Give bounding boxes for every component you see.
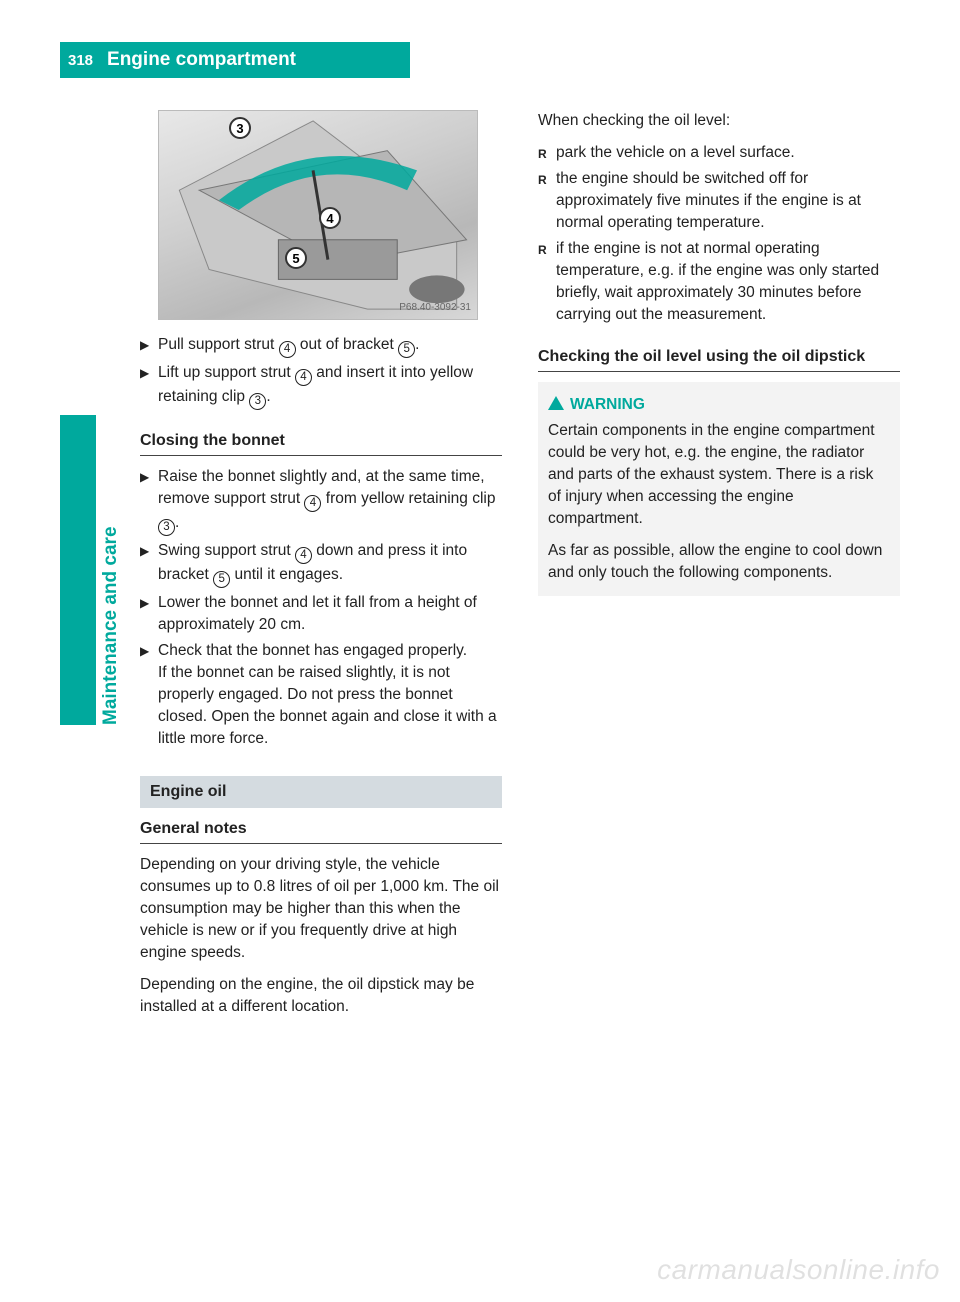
step-arrow-icon: ▶ <box>140 540 158 588</box>
text: until it engages. <box>230 566 343 583</box>
figure-callout-5: 5 <box>285 247 307 269</box>
warning-block: WARNING Certain components in the engine… <box>538 382 900 596</box>
bullet-text: the engine should be switched off for ap… <box>556 168 900 234</box>
ref-circle: 5 <box>398 341 415 358</box>
step-arrow-icon: ▶ <box>140 334 158 358</box>
step-text: Lower the bonnet and let it fall from a … <box>158 592 502 636</box>
bullet-item: R the engine should be switched off for … <box>538 168 900 234</box>
figure-callout-4: 4 <box>319 207 341 229</box>
warning-label: WARNING <box>570 396 645 413</box>
instruction-step: ▶ Swing support strut 4 down and press i… <box>140 540 502 588</box>
warning-paragraph: Certain components in the engine compart… <box>548 420 890 530</box>
step-arrow-icon: ▶ <box>140 592 158 636</box>
text: Pull support strut <box>158 336 279 353</box>
header-title: Engine compartment <box>107 49 296 71</box>
figure-callout-3: 3 <box>229 117 251 139</box>
heading-rule <box>140 843 502 844</box>
step-arrow-icon: ▶ <box>140 466 158 536</box>
text: Lift up support strut <box>158 364 295 381</box>
bullet-item: R if the engine is not at normal operati… <box>538 238 900 326</box>
bullet-dot-icon: R <box>538 168 556 234</box>
figure-reference: P68.40-3092-31 <box>399 301 471 315</box>
ref-circle: 4 <box>295 547 312 564</box>
engine-oil-heading: Engine oil <box>140 776 502 809</box>
step-text: Check that the bonnet has engaged proper… <box>158 640 502 750</box>
ref-circle: 5 <box>213 571 230 588</box>
instruction-step: ▶ Pull support strut 4 out of bracket 5. <box>140 334 502 358</box>
text: from yellow retaining clip <box>321 490 495 507</box>
instruction-step: ▶ Lower the bonnet and let it fall from … <box>140 592 502 636</box>
text: . <box>175 514 179 531</box>
closing-bonnet-heading: Closing the bonnet <box>140 430 502 453</box>
ref-circle: 4 <box>304 495 321 512</box>
step-arrow-icon: ▶ <box>140 640 158 750</box>
side-section-label: Maintenance and care <box>100 526 122 725</box>
warning-triangle-icon <box>548 396 564 410</box>
instruction-step: ▶ Check that the bonnet has engaged prop… <box>140 640 502 750</box>
content-area: 3 4 5 P68.40-3092-31 ▶ Pull support stru… <box>140 110 900 1028</box>
warning-paragraph: As far as possible, allow the engine to … <box>548 540 890 584</box>
text: Swing support strut <box>158 542 295 559</box>
dipstick-heading: Checking the oil level using the oil dip… <box>538 346 900 369</box>
ref-circle: 3 <box>158 519 175 536</box>
step-text: Pull support strut 4 out of bracket 5. <box>158 334 502 358</box>
paragraph: When checking the oil level: <box>538 110 900 132</box>
watermark: carmanualsonline.info <box>657 1254 940 1286</box>
text: If the bonnet can be raised slightly, it… <box>158 662 502 750</box>
heading-rule <box>538 371 900 372</box>
text: out of bracket <box>296 336 399 353</box>
instruction-step: ▶ Raise the bonnet slightly and, at the … <box>140 466 502 536</box>
step-text: Raise the bonnet slightly and, at the sa… <box>158 466 502 536</box>
step-text: Swing support strut 4 down and press it … <box>158 540 502 588</box>
paragraph: Depending on the engine, the oil dipstic… <box>140 974 502 1018</box>
text: Check that the bonnet has engaged proper… <box>158 640 502 662</box>
ref-circle: 4 <box>279 341 296 358</box>
bullet-text: if the engine is not at normal operating… <box>556 238 900 326</box>
right-column: When checking the oil level: R park the … <box>538 110 900 1028</box>
instruction-step: ▶ Lift up support strut 4 and insert it … <box>140 362 502 410</box>
step-text: Lift up support strut 4 and insert it in… <box>158 362 502 410</box>
heading-rule <box>140 455 502 456</box>
text: . <box>415 336 419 353</box>
page-number: 318 <box>68 52 93 69</box>
bullet-dot-icon: R <box>538 142 556 164</box>
warning-heading: WARNING <box>548 394 890 416</box>
ref-circle: 3 <box>249 393 266 410</box>
bullet-item: R park the vehicle on a level surface. <box>538 142 900 164</box>
bullet-text: park the vehicle on a level surface. <box>556 142 900 164</box>
general-notes-heading: General notes <box>140 818 502 841</box>
bullet-dot-icon: R <box>538 238 556 326</box>
step-arrow-icon: ▶ <box>140 362 158 410</box>
ref-circle: 4 <box>295 369 312 386</box>
manual-page: 318 Engine compartment Maintenance and c… <box>0 0 960 1302</box>
page-header: 318 Engine compartment <box>60 42 410 78</box>
text: . <box>266 388 270 405</box>
side-tab <box>60 415 96 725</box>
paragraph: Depending on your driving style, the veh… <box>140 854 502 964</box>
engine-bonnet-figure: 3 4 5 P68.40-3092-31 <box>158 110 478 320</box>
left-column: 3 4 5 P68.40-3092-31 ▶ Pull support stru… <box>140 110 502 1028</box>
car-bonnet-illustration <box>159 111 477 319</box>
